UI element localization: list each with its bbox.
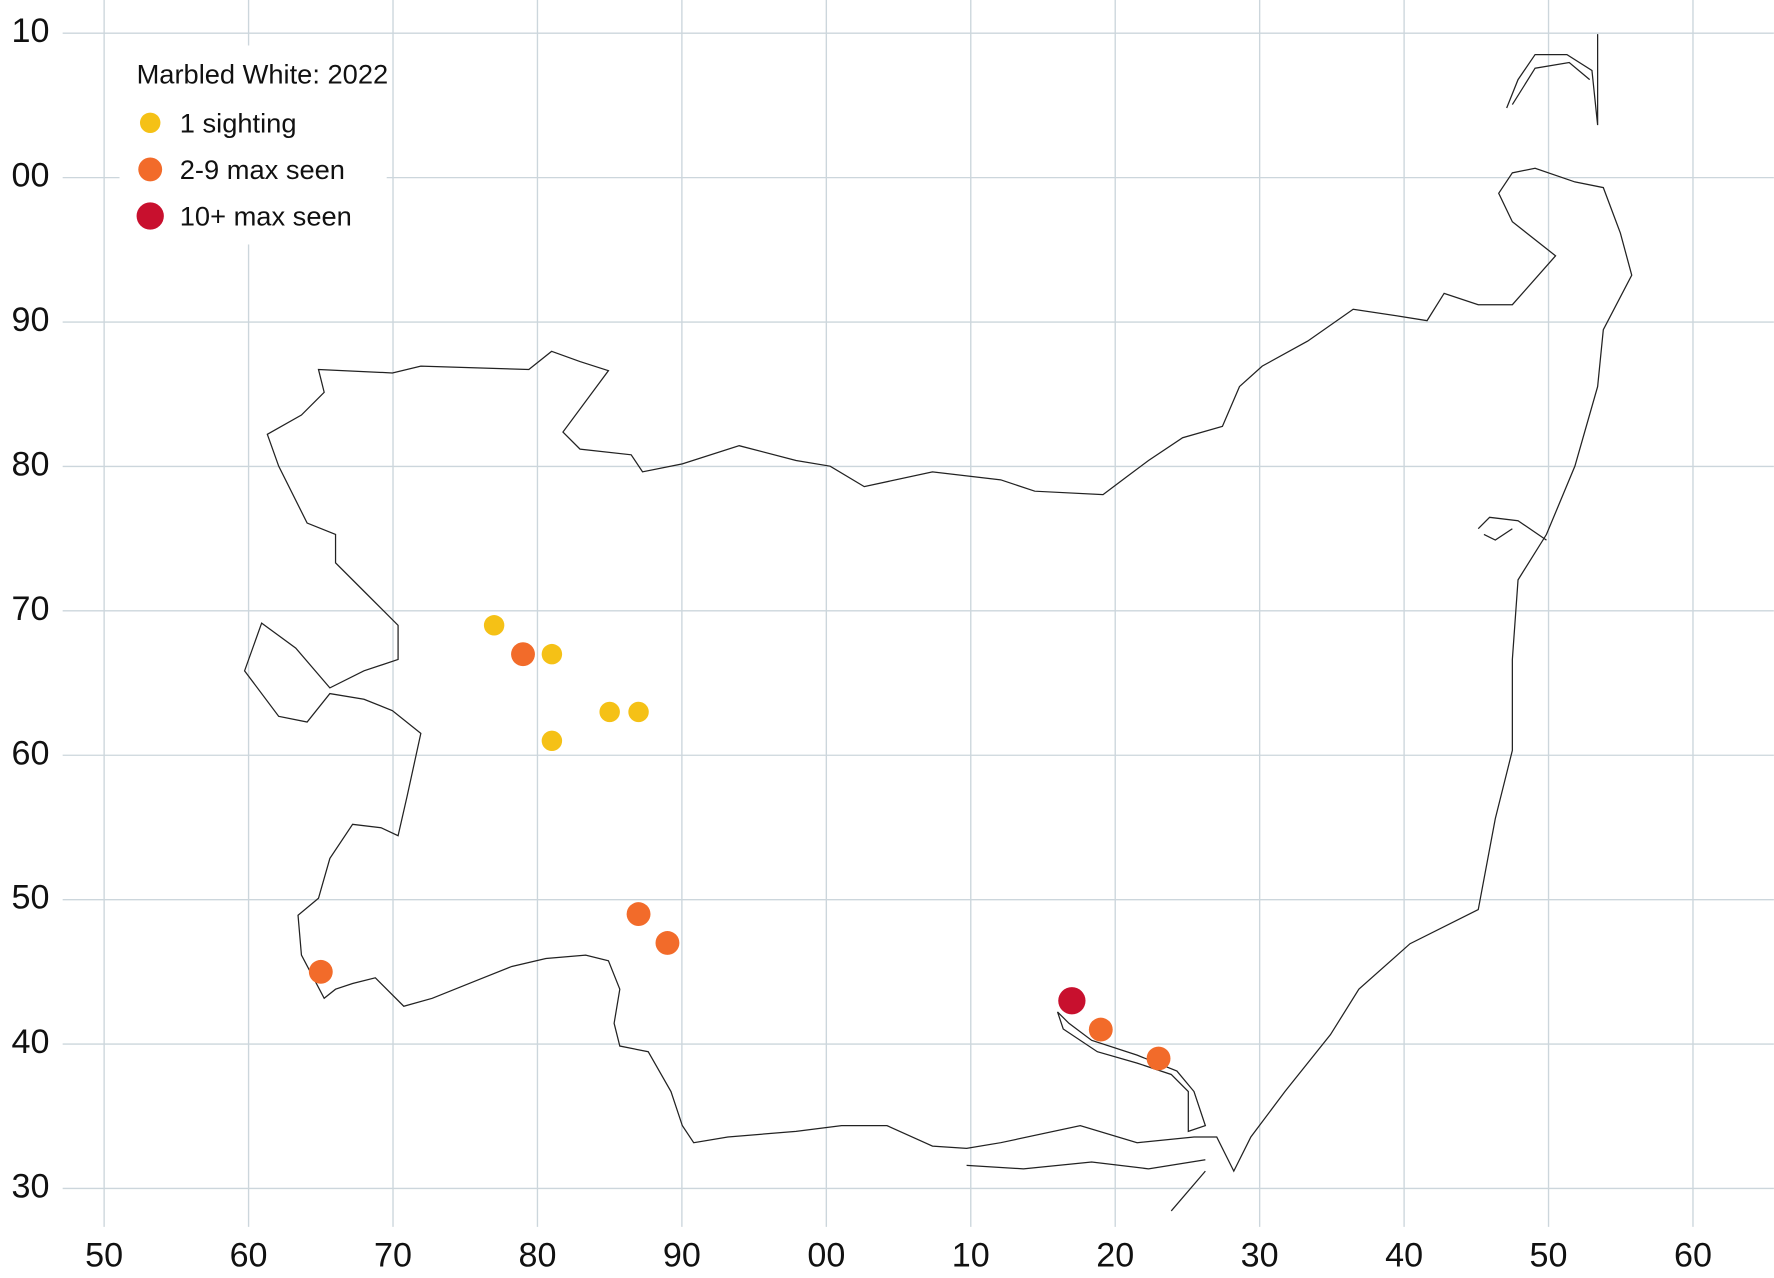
sighting-point [626,902,651,927]
x-tick-label: 50 [1530,1237,1568,1275]
y-tick-label: 70 [12,590,50,628]
x-tick-label: 90 [663,1237,701,1275]
sighting-point [1146,1046,1171,1071]
legend-label: 2-9 max seen [180,154,345,185]
legend-marker [136,202,164,230]
x-tick-label: 70 [374,1237,412,1275]
legend-marker [138,157,163,182]
x-tick-label: 50 [85,1237,123,1275]
x-tick-label: 60 [230,1237,268,1275]
inlet [1477,516,1547,541]
x-tick-label: 20 [1096,1237,1134,1275]
sighting-point [541,730,563,752]
sighting-point [483,615,505,636]
y-tick-label: 10 [12,12,50,50]
y-tick-label: 90 [12,301,50,339]
legend-box [119,45,387,245]
sighting-point [655,931,680,955]
sighting-point [628,701,649,723]
y-tick-label: 50 [12,879,50,917]
estuary [1056,1011,1207,1133]
y-tick-label: 30 [12,1167,50,1205]
y-tick-label: 40 [12,1023,50,1061]
x-tick-label: 80 [518,1237,556,1275]
north-coast [1506,34,1599,126]
sighting-point [511,642,535,667]
county-outline [243,34,1633,1212]
y-tick-label: 60 [12,734,50,772]
sighting-point [599,701,620,723]
sighting-point [308,959,333,984]
legend-label: 1 sighting [180,107,297,138]
x-tick-label: 40 [1385,1237,1423,1275]
x-tick-label: 00 [807,1237,845,1275]
x-tick-label: 30 [1241,1237,1279,1275]
legend-marker [139,112,161,134]
estuary-south [966,1159,1206,1212]
sighting-point [1088,1017,1113,1042]
y-tick-label: 80 [12,445,50,483]
legend-label: 10+ max seen [180,201,352,232]
boundary [243,167,1633,1173]
legend-title: Marbled White: 2022 [137,58,389,89]
y-tick-label: 00 [12,157,50,195]
sighting-point [541,643,563,665]
sighting-point [1058,987,1086,1015]
x-tick-label: 10 [952,1237,990,1275]
x-tick-label: 60 [1674,1237,1712,1275]
